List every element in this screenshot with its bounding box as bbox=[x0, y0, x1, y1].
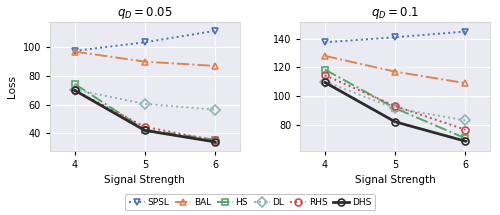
Y-axis label: Loss: Loss bbox=[7, 75, 17, 97]
Title: $q_D = 0.1$: $q_D = 0.1$ bbox=[371, 5, 419, 21]
Title: $q_D = 0.05$: $q_D = 0.05$ bbox=[117, 5, 172, 21]
Legend: SPSL, BAL, HS, DL, RHS, DHS: SPSL, BAL, HS, DL, RHS, DHS bbox=[125, 194, 375, 210]
X-axis label: Signal Strength: Signal Strength bbox=[104, 175, 185, 185]
X-axis label: Signal Strength: Signal Strength bbox=[355, 175, 436, 185]
